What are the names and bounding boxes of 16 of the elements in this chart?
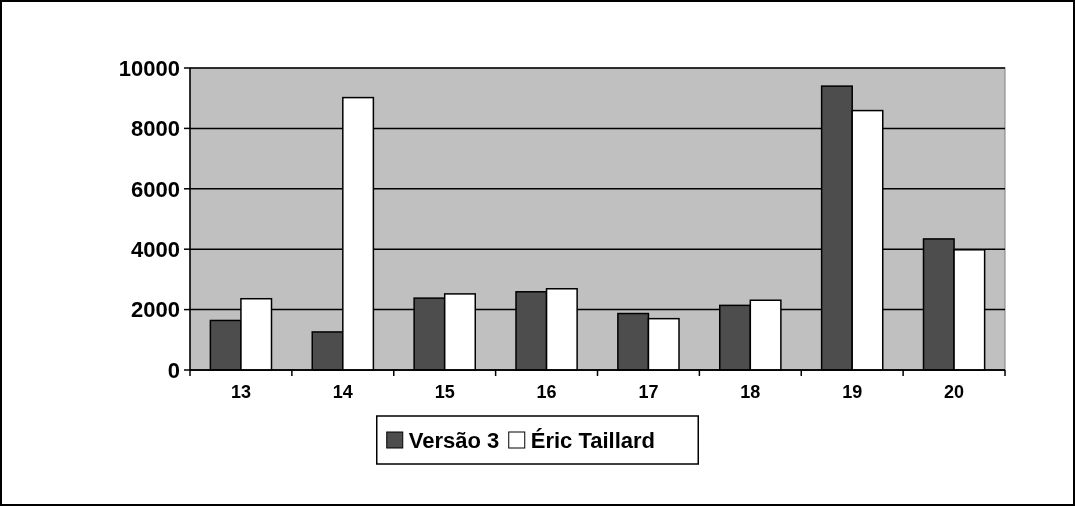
- y-tick-label: 0: [167, 357, 180, 383]
- y-tick-label: 2000: [131, 297, 180, 323]
- legend-label: Versão 3: [408, 427, 500, 453]
- legend-label: Éric Taillard: [530, 427, 656, 453]
- x-tick-label: 17: [638, 382, 659, 402]
- x-tick-label: 14: [332, 382, 353, 402]
- x-tick-label: 18: [740, 382, 761, 402]
- x-tick-label: 16: [536, 382, 557, 402]
- x-tick-label: 15: [434, 382, 455, 402]
- y-tick-label: 8000: [131, 116, 180, 142]
- y-tick-label: 6000: [131, 176, 180, 202]
- y-tick-label: 10000: [118, 55, 180, 81]
- x-tick-label: 19: [842, 382, 863, 402]
- y-tick-label: 4000: [131, 236, 180, 262]
- x-tick-label: 13: [230, 382, 251, 402]
- x-tick-label: 20: [944, 382, 965, 402]
